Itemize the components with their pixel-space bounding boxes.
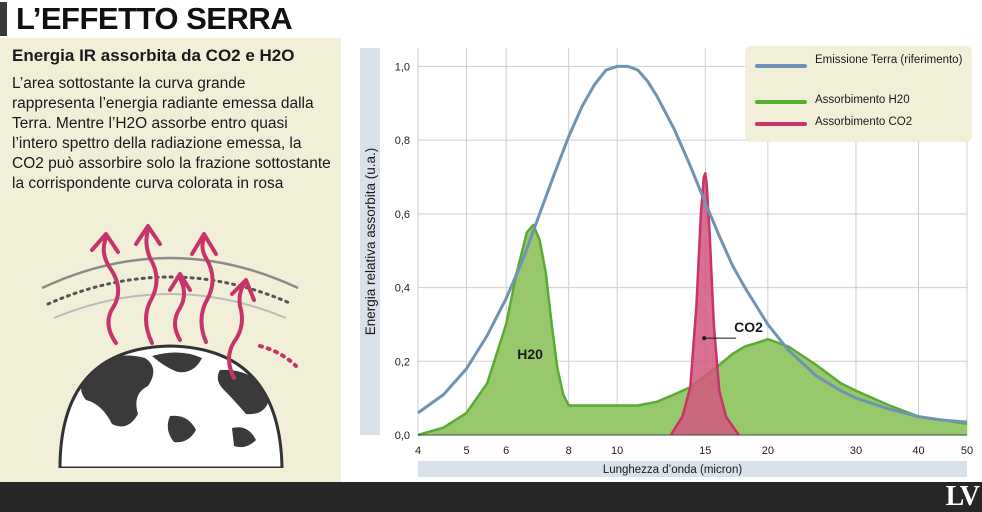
atmosphere-arc — [41, 256, 299, 290]
legend-label-emission: Emissione Terra (riferimento) — [815, 54, 963, 66]
title-accent-bar — [0, 2, 7, 36]
x-tick-label: 10 — [611, 445, 623, 457]
y-tick-label: 1,0 — [395, 61, 410, 73]
absorption-chart: 0,0 0,2 0,4 0,6 0,8 1,0 4 5 6 8 10 15 20 30 40 50 Energi… — [360, 48, 973, 477]
earth-continents — [80, 352, 270, 448]
y-tick-label: 0,4 — [395, 283, 410, 295]
series-co2-line — [669, 172, 740, 436]
y-tick-label: 0,0 — [395, 430, 410, 442]
atmosphere-arc — [53, 293, 287, 319]
legend-swatch-h2o — [755, 100, 807, 104]
reflected-radiation — [258, 344, 298, 368]
panel-description: L’area sottostante la curva grande rappr… — [12, 75, 331, 192]
y-tick-label: 0,6 — [395, 209, 410, 221]
x-tick-label: 20 — [762, 445, 774, 457]
legend-label-h2o: Assorbimento H20 — [815, 94, 910, 106]
series-h2o-line — [417, 223, 968, 437]
chart-legend: Emissione Terra (riferimento) Assorbimen… — [745, 46, 972, 142]
x-tick-label: 50 — [961, 445, 973, 457]
y-tick-label: 0,2 — [395, 356, 410, 368]
legend-label-co2: Assorbimento CO2 — [815, 116, 913, 128]
legend-swatch-emission — [755, 64, 807, 68]
publisher-logo: LV — [945, 481, 980, 512]
x-tick-label: 6 — [503, 445, 509, 457]
panel-subtitle: Energia IR assorbita da CO2 e H2O — [12, 46, 295, 65]
y-axis-band — [360, 48, 380, 435]
y-tick-label: 0,8 — [395, 135, 410, 147]
series-co2-area — [670, 173, 739, 436]
series-emission-line — [417, 64, 968, 424]
annotation-co2: CO2 — [734, 319, 763, 335]
legend-swatch-co2 — [755, 122, 807, 126]
x-tick-label: 40 — [912, 445, 924, 457]
x-tick-label: 4 — [415, 445, 421, 457]
atmosphere-dots — [46, 275, 294, 306]
x-tick-label: 5 — [463, 445, 469, 457]
earth-greenhouse-icon — [41, 224, 299, 468]
x-tick-label: 30 — [850, 445, 862, 457]
x-tick-label: 8 — [566, 445, 572, 457]
footer-bar: LV — [0, 482, 982, 512]
y-axis-title: Energia relativa assorbita (u.a.) — [363, 148, 378, 336]
x-axis-band — [418, 461, 967, 477]
x-tick-label: 15 — [699, 445, 711, 457]
header: L’EFFETTO SERRA — [0, 0, 982, 38]
info-panel: Energia IR assorbita da CO2 e H2O L’area… — [0, 38, 341, 482]
page-title: L’EFFETTO SERRA — [16, 1, 293, 36]
annotation-h2o: H20 — [517, 346, 543, 362]
x-axis-title: Lunghezza d’onda (micron) — [603, 464, 743, 476]
radiation-arrows — [90, 224, 256, 380]
